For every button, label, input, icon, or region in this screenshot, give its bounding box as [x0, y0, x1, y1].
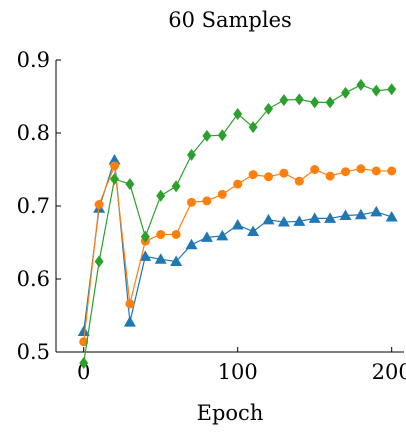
- series-1-point-12: [263, 172, 273, 182]
- x-tick-label-1: 100: [218, 360, 258, 384]
- series-0-point-15: [308, 212, 321, 223]
- series-2-point-20: [387, 83, 397, 96]
- series-0-point-7: [185, 238, 198, 250]
- series-0-point-2: [108, 154, 121, 165]
- series-0-point-6: [170, 255, 183, 266]
- series-2-point-11: [248, 121, 258, 134]
- series-2-point-19: [371, 84, 381, 97]
- series-2-point-1: [94, 255, 104, 268]
- series-2-point-13: [279, 94, 289, 107]
- series-0-point-14: [293, 215, 306, 226]
- series-1-point-18: [356, 164, 366, 174]
- plot-area: 0.5 0.6 0.7 0.8 0.9 0 100 200: [17, 48, 406, 384]
- series-0-point-0: [77, 325, 90, 337]
- series-2-point-16: [325, 96, 335, 109]
- series-2-point-4: [140, 230, 150, 243]
- series-0-point-16: [324, 212, 337, 223]
- series-2-point-9: [217, 129, 227, 142]
- series-0-point-17: [339, 209, 352, 220]
- series-2-point-14: [294, 93, 304, 106]
- y-tick-label-3: 0.8: [17, 121, 50, 145]
- x-ticks: 0 100 200: [77, 347, 406, 384]
- series-1-point-5: [156, 229, 166, 239]
- x-tick-label-2: 200: [372, 360, 406, 384]
- y-tick-label-2: 0.7: [17, 194, 50, 218]
- series-0-point-12: [262, 213, 275, 225]
- series-1-point-11: [248, 170, 258, 180]
- series-2: [79, 78, 397, 369]
- series-2-point-12: [263, 102, 273, 115]
- series-1-point-10: [233, 179, 243, 189]
- series-0-point-18: [354, 208, 367, 220]
- series-2-point-10: [233, 108, 243, 121]
- series-0-point-5: [154, 253, 167, 264]
- series-0-point-9: [216, 229, 229, 241]
- chart-title: 60 Samples: [168, 8, 292, 32]
- x-axis-label: Epoch: [197, 401, 264, 425]
- series-0-point-10: [231, 218, 244, 230]
- series-0-point-19: [370, 205, 383, 217]
- x-tick-label-0: 0: [77, 360, 90, 384]
- y-tick-label-4: 0.9: [17, 48, 50, 72]
- series-1-point-1: [94, 200, 104, 210]
- series-0-point-11: [247, 225, 260, 237]
- series-2-point-7: [187, 148, 197, 161]
- series-1-point-15: [310, 165, 320, 174]
- y-ticks: 0.5 0.6 0.7 0.8 0.9: [17, 48, 61, 364]
- series-line-1: [83, 165, 392, 342]
- series-0-point-4: [139, 250, 152, 261]
- series-0-point-13: [277, 216, 290, 227]
- series-0-point-8: [200, 231, 213, 242]
- series-2-point-8: [202, 129, 212, 142]
- series-1-point-14: [294, 176, 304, 186]
- series-1-point-16: [325, 171, 335, 181]
- series-1-point-9: [217, 189, 227, 199]
- series-1-point-13: [279, 168, 289, 178]
- series-2-point-18: [356, 78, 366, 91]
- series-0-point-3: [123, 316, 136, 327]
- series-1-point-17: [340, 167, 350, 177]
- series-layer: [77, 78, 398, 369]
- series-1: [79, 161, 397, 347]
- series-1-point-2: [110, 161, 120, 171]
- series-0-point-20: [385, 210, 398, 222]
- y-tick-label-0: 0.5: [17, 340, 50, 364]
- series-1-point-19: [371, 166, 381, 176]
- series-2-point-2: [110, 172, 120, 185]
- series-1-point-0: [79, 337, 89, 347]
- series-1-point-8: [202, 196, 212, 206]
- series-2-point-3: [125, 178, 135, 191]
- series-1-point-7: [187, 197, 197, 207]
- series-2-point-6: [171, 180, 181, 193]
- series-2-point-5: [156, 189, 166, 202]
- y-tick-label-1: 0.6: [17, 267, 50, 291]
- series-1-point-6: [171, 229, 181, 239]
- series-2-point-0: [79, 356, 89, 369]
- series-1-point-20: [387, 166, 397, 176]
- series-2-point-15: [310, 96, 320, 109]
- series-2-point-17: [340, 86, 350, 99]
- series-1-point-3: [125, 299, 135, 309]
